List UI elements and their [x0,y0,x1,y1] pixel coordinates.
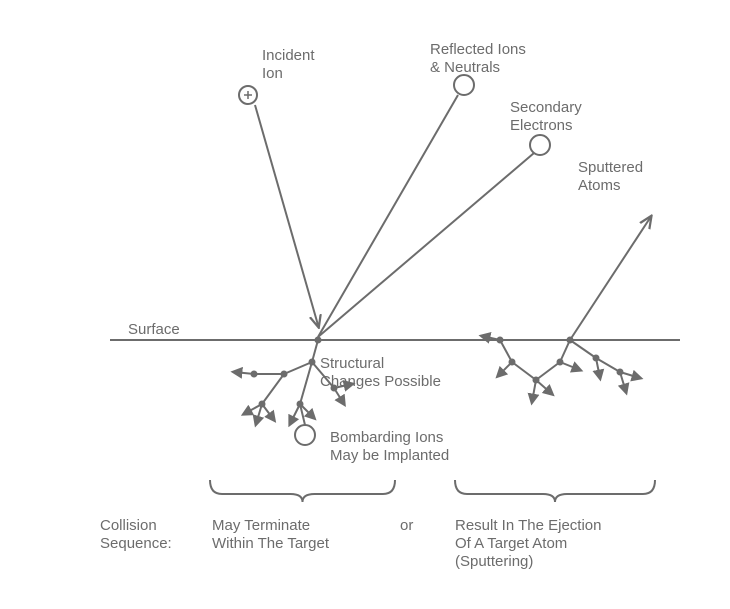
secondary-label: SecondaryElectrons [510,99,582,134]
cascade-right [482,336,640,402]
sputtered-label: SputteredAtoms [578,159,643,194]
reflected-path [318,95,458,337]
cascade-node [281,371,288,378]
or-label: or [400,517,413,534]
cascade-node [309,359,316,366]
sputtered-path [570,218,650,340]
implanted-ion-circle [295,425,315,445]
secondary-circle [530,135,550,155]
secondary-path [318,153,534,337]
reflected-circle [454,75,474,95]
cascade-node [567,337,574,344]
left-result-label: May TerminateWithin The Target [212,517,330,552]
cascade-node [315,337,322,344]
right-result-label: Result In The EjectionOf A Target Atom(S… [455,517,601,570]
brace-right [455,480,655,502]
brace-left [210,480,395,502]
reflected-label: Reflected Ions& Neutrals [430,41,526,76]
incident-label: IncidentIon [262,47,315,82]
incident-path [255,105,318,325]
surface-label: Surface [128,321,180,338]
structural-label: StructuralChanges Possible [320,355,441,390]
collision-sequence-label: CollisionSequence: [100,517,172,552]
bombarding-label: Bombarding IonsMay be Implanted [330,429,449,464]
sputtering-diagram: Surface IncidentIon Reflected Ions& Neutra… [0,0,730,609]
